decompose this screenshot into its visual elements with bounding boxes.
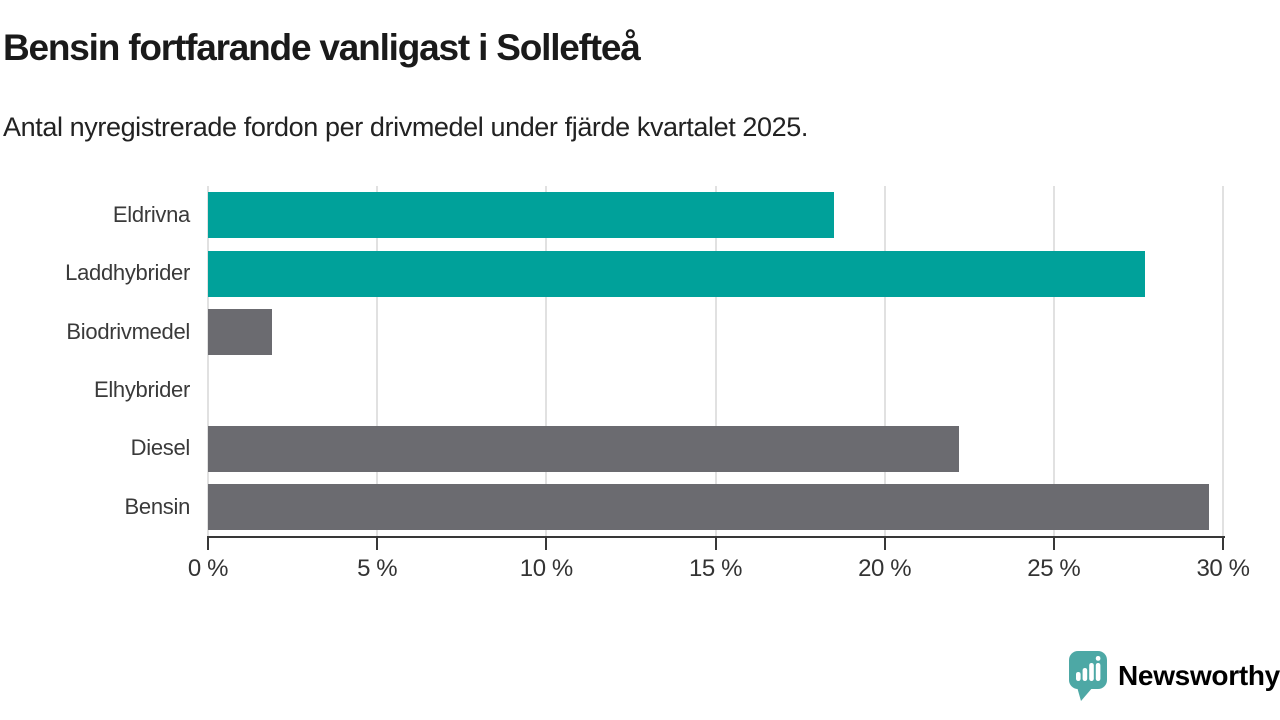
bar-bensin xyxy=(208,483,1210,530)
gridline xyxy=(207,186,209,536)
category-label: Laddhybrider xyxy=(65,260,190,286)
category-label: Biodrivmedel xyxy=(66,318,190,344)
x-tick-label: 25 % xyxy=(1027,555,1081,582)
x-tick-label: 15 % xyxy=(688,555,743,582)
gridline xyxy=(883,186,886,536)
x-tick-label: 20 % xyxy=(858,555,912,582)
bar-diesel xyxy=(208,425,960,472)
gridline xyxy=(545,186,548,536)
x-axis-tick xyxy=(1052,538,1055,550)
x-tick-label: 0 % xyxy=(187,555,229,582)
newsworthy-brand-text: Newsworthy xyxy=(1118,660,1280,691)
x-tick-label: 10 % xyxy=(519,555,574,582)
bar-eldrivna xyxy=(208,192,834,239)
x-axis-tick xyxy=(376,538,379,550)
category-label: Bensin xyxy=(124,493,191,519)
gridline xyxy=(376,186,379,536)
category-label: Elhybrider xyxy=(93,377,190,402)
category-label: Eldrivna xyxy=(112,202,190,227)
bar-chart: Eldrivna Laddhybrider Biodrivmedel Elhybrid… xyxy=(0,186,1280,606)
x-axis-tick xyxy=(714,538,717,550)
x-axis-tick xyxy=(883,538,886,550)
x-axis: 0 % 5 % 10 % 15 % 20 % 25 % 30 % xyxy=(0,186,1280,606)
gridline xyxy=(714,186,717,536)
category-label: Diesel xyxy=(130,435,191,461)
x-axis-tick xyxy=(545,538,548,550)
x-tick-label: 5 % xyxy=(357,555,398,582)
gridline xyxy=(1052,186,1055,536)
bar-biodrivmedel xyxy=(208,308,273,355)
newsworthy-logo-icon xyxy=(1068,650,1108,702)
x-axis-line xyxy=(207,536,1225,538)
newsworthy-logo: Newsworthy xyxy=(1068,650,1280,702)
x-tick-label: 30 % xyxy=(1196,555,1250,582)
chart-title: Bensin fortfarande vanligast i Sollefteå xyxy=(3,27,641,68)
x-axis-tick xyxy=(1222,538,1224,550)
plot-area xyxy=(207,186,1224,536)
category-labels: Eldrivna Laddhybrider Biodrivmedel Elhybrid… xyxy=(0,186,190,536)
x-axis-tick xyxy=(207,538,209,550)
chart-subtitle: Antal nyregistrerade fordon per drivmede… xyxy=(3,112,808,142)
gridline xyxy=(1222,186,1224,536)
bar-laddhybrider xyxy=(208,250,1146,297)
